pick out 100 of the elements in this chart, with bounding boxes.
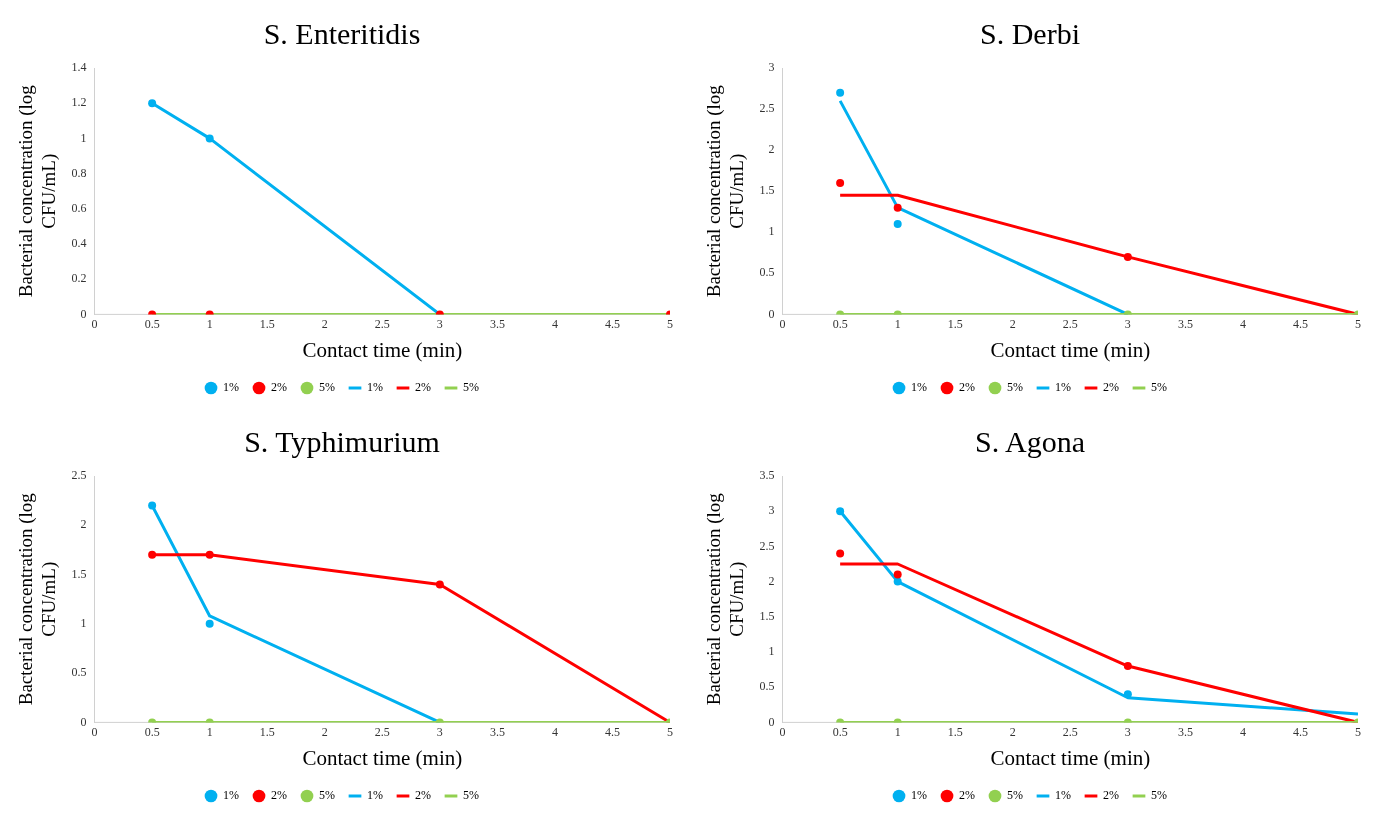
- x-axis-title: Contact time (min): [302, 337, 463, 362]
- x-tick-label: 4: [551, 316, 558, 331]
- x-tick-label: 4: [1239, 724, 1246, 739]
- y-tick-label: 0.5: [759, 679, 775, 694]
- point: [836, 178, 845, 187]
- x-tick-label: 0.5: [832, 724, 848, 739]
- x-tick-label: 3: [436, 724, 443, 739]
- x-tick-label: 3.5: [1177, 724, 1193, 739]
- x-tick-label: 3: [436, 316, 443, 331]
- legend-label: 1%: [223, 788, 240, 803]
- y-tick-label: 2: [768, 142, 775, 157]
- y-tick-label: 0: [80, 714, 87, 729]
- x-tick-label: 2: [1009, 316, 1016, 331]
- legend-label: 5%: [1007, 788, 1023, 803]
- y-tick-label: 1.5: [759, 608, 775, 623]
- point: [836, 88, 845, 97]
- x-axis-title: Contact time (min): [990, 745, 1151, 770]
- legend-label: 1%: [1055, 380, 1071, 395]
- legend-label: 5%: [1007, 380, 1023, 395]
- x-tick-label: 4: [1239, 316, 1246, 331]
- legend-label: 2%: [415, 380, 431, 395]
- point: [1123, 662, 1132, 671]
- y-tick-label: 1.2: [71, 95, 87, 110]
- x-tick-label: 1: [894, 724, 901, 739]
- x-tick-label: 3: [1124, 316, 1131, 331]
- y-tick-label: 1: [80, 130, 87, 145]
- x-tick-label: 0: [779, 316, 786, 331]
- x-tick-label: 0.5: [832, 316, 848, 331]
- x-tick-label: 0: [91, 724, 98, 739]
- y-tick-label: 3.5: [759, 468, 775, 483]
- y-tick-label: 2.5: [71, 468, 87, 483]
- y-axis-title: Bacterial concentration (log CFU/mL): [15, 84, 61, 298]
- x-axis-title: Contact time (min): [990, 337, 1151, 362]
- x-tick-label: 2.5: [374, 724, 390, 739]
- legend-label: 1%: [1055, 788, 1071, 803]
- legend-label: 5%: [319, 380, 335, 395]
- point: [893, 220, 902, 229]
- legend-label: 1%: [911, 788, 928, 803]
- x-tick-label: 1: [894, 316, 901, 331]
- y-tick-label: 1.4: [71, 60, 87, 75]
- y-tick-label: 0.5: [71, 665, 87, 680]
- x-tick-label: 1: [206, 724, 213, 739]
- legend-label: 2%: [1103, 380, 1119, 395]
- point: [148, 99, 157, 108]
- y-tick-label: 0.2: [71, 271, 87, 286]
- x-tick-label: 4.5: [1292, 316, 1308, 331]
- y-tick-label: 0.5: [759, 265, 775, 280]
- point: [893, 570, 902, 579]
- x-tick-label: 3: [1124, 724, 1131, 739]
- point: [1123, 252, 1132, 261]
- point: [893, 577, 902, 586]
- x-tick-label: 3.5: [489, 316, 505, 331]
- y-axis-title: Bacterial concentration (log CFU/mL): [703, 492, 749, 706]
- y-tick-label: 1: [768, 644, 775, 659]
- legend-label: 2%: [271, 380, 288, 395]
- y-axis-title: Bacterial concentration (log CFU/mL): [703, 84, 749, 298]
- x-tick-label: 5: [667, 724, 673, 739]
- x-tick-label: 2: [1009, 724, 1016, 739]
- x-tick-label: 1: [206, 316, 213, 331]
- legend-label: 2%: [415, 788, 431, 803]
- point: [836, 549, 845, 558]
- chart-title: S. Derbi: [980, 16, 1080, 50]
- x-tick-label: 3.5: [489, 724, 505, 739]
- legend-label: 5%: [319, 788, 335, 803]
- y-tick-label: 2: [768, 573, 775, 588]
- x-tick-label: 0.5: [144, 724, 160, 739]
- x-tick-label: 5: [1355, 316, 1361, 331]
- x-tick-label: 1.5: [259, 724, 275, 739]
- y-tick-label: 0: [768, 306, 775, 321]
- legend-label: 5%: [462, 788, 479, 803]
- legend-label: 1%: [367, 380, 383, 395]
- y-tick-label: 1: [768, 224, 775, 239]
- point: [1123, 690, 1132, 699]
- legend-label: 5%: [1150, 788, 1167, 803]
- point: [836, 507, 845, 516]
- y-axis-title: Bacterial concentration (log CFU/mL): [15, 492, 61, 706]
- point: [148, 501, 157, 510]
- x-tick-label: 3.5: [1177, 316, 1193, 331]
- point: [205, 550, 214, 559]
- y-tick-label: 1: [80, 616, 87, 630]
- y-tick-label: 1.5: [71, 566, 87, 581]
- point: [205, 619, 214, 628]
- legend-label: 2%: [1103, 788, 1119, 803]
- y-tick-label: 0: [80, 306, 87, 321]
- x-tick-label: 4: [551, 724, 558, 739]
- y-tick-label: 2: [80, 517, 87, 532]
- chart-title: S. Enteritidis: [263, 16, 421, 50]
- x-tick-label: 1.5: [947, 316, 963, 331]
- y-tick-label: 0.4: [71, 236, 87, 251]
- x-tick-label: 5: [667, 316, 673, 331]
- y-tick-label: 1.5: [759, 183, 775, 198]
- y-tick-label: 3: [768, 503, 775, 518]
- x-tick-label: 0: [779, 724, 786, 739]
- point: [205, 134, 214, 143]
- y-tick-label: 0.8: [71, 165, 87, 180]
- x-axis-title: Contact time (min): [302, 745, 463, 770]
- y-tick-label: 0.6: [71, 200, 87, 215]
- x-tick-label: 2.5: [1062, 724, 1078, 739]
- legend-label: 2%: [959, 380, 976, 395]
- x-tick-label: 1.5: [259, 316, 275, 331]
